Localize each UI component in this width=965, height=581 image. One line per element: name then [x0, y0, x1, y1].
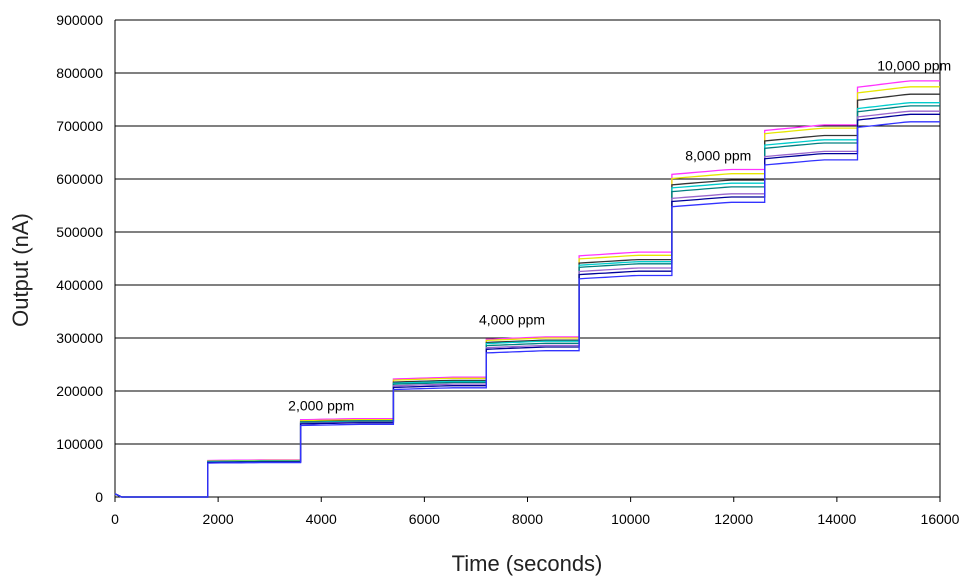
y-tick-label-6: 600000	[56, 171, 103, 187]
y-tick-label-0: 0	[95, 489, 103, 505]
series-line-5	[114, 110, 940, 498]
series-line-1	[114, 86, 940, 498]
plot-frame	[114, 20, 941, 502]
annotation-1: 4,000 ppm	[479, 312, 545, 328]
y-tick-label-8: 800000	[56, 65, 103, 81]
annotation-2: 8,000 ppm	[685, 147, 751, 163]
x-tick-label-1: 2000	[203, 511, 234, 527]
series-line-7	[114, 121, 940, 498]
x-tick-label-7: 14000	[817, 511, 856, 527]
x-tick-label-5: 10000	[611, 511, 650, 527]
step-annotations: 2,000 ppm 4,000 ppm 8,000 ppm 10,000 ppm	[288, 57, 951, 413]
y-tick-label-9: 900000	[56, 12, 103, 28]
x-tick-label-3: 6000	[409, 511, 440, 527]
y-tick-label-4: 400000	[56, 277, 103, 293]
x-tick-label-4: 8000	[512, 511, 543, 527]
y-axis-title: Output (nA)	[8, 213, 33, 327]
x-tick-labels: 0 2000 4000 6000 8000 10000 12000 14000 16000	[111, 511, 960, 527]
x-tick-label-8: 16000	[921, 511, 960, 527]
series-line-3	[114, 102, 940, 498]
x-tick-label-2: 4000	[306, 511, 337, 527]
series-line-6	[114, 113, 940, 498]
y-tick-labels: 0 100000 200000 300000 400000 500000 600000 700…	[56, 12, 103, 505]
x-tick-label-0: 0	[111, 511, 119, 527]
x-tick-label-6: 12000	[714, 511, 753, 527]
series-layer	[114, 80, 940, 498]
x-axis-title: Time (seconds)	[452, 551, 603, 576]
y-tick-label-1: 100000	[56, 436, 103, 452]
y-tick-label-7: 700000	[56, 118, 103, 134]
gridlines	[115, 19, 940, 445]
annotation-0: 2,000 ppm	[288, 398, 354, 414]
y-tick-label-2: 200000	[56, 383, 103, 399]
y-tick-label-5: 500000	[56, 224, 103, 240]
y-tick-label-3: 300000	[56, 330, 103, 346]
annotation-3: 10,000 ppm	[877, 57, 951, 73]
series-line-4	[114, 105, 940, 498]
